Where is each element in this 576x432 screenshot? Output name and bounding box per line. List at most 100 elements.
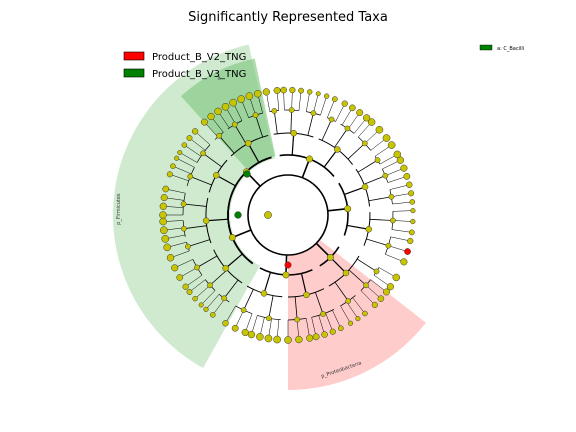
tree-branch [291, 90, 293, 111]
tree-branch [291, 133, 295, 156]
taxon-node [361, 183, 369, 191]
tree-branch [247, 142, 260, 163]
taxon-node [200, 150, 206, 157]
taxon-node [191, 128, 199, 135]
taxon-node [160, 226, 168, 235]
taxon-node [177, 149, 183, 156]
legend-label-v3: Product_B_V3_TNG [152, 69, 246, 80]
taxon-node [408, 190, 415, 197]
tree-branch [255, 115, 264, 138]
taxon-node [306, 155, 313, 163]
taxon-node [162, 185, 170, 193]
taxon-node [382, 134, 391, 142]
taxon-node [221, 295, 227, 302]
taxon-node [410, 208, 416, 214]
taxon-node [315, 91, 321, 97]
taxon-node [185, 243, 191, 250]
taxon-node [159, 202, 167, 210]
tree-branch [332, 310, 342, 329]
taxon-node [326, 253, 334, 261]
taxon-node [312, 333, 320, 341]
taxon-node [181, 142, 188, 148]
taxon-node [231, 324, 239, 332]
legend: Product_B_V2_TNG Product_B_V3_TNG [123, 51, 246, 80]
tree-branch [206, 218, 229, 222]
taxon-node [345, 298, 352, 304]
taxon-node [159, 217, 167, 226]
taxon-node [298, 87, 304, 94]
taxon-node [202, 217, 210, 224]
taxon-node [229, 98, 238, 107]
taxon-node [361, 140, 368, 147]
taxon-node [386, 283, 394, 291]
taxon-node [400, 258, 408, 266]
tree-branch [392, 210, 413, 212]
taxon-node [320, 311, 326, 317]
tree-branch [189, 279, 206, 293]
taxon-node [266, 315, 272, 322]
tree-branch [294, 296, 298, 320]
tree-branch [194, 285, 211, 299]
taxon-node [280, 86, 287, 94]
taxon-node [377, 295, 385, 302]
tree-branch [346, 301, 359, 319]
tree-branch [313, 93, 319, 114]
taxon-node [231, 121, 238, 128]
taxon-node [303, 291, 310, 299]
tree-branch [325, 312, 334, 332]
taxon-node [207, 282, 213, 289]
taxon-node [407, 237, 414, 245]
taxon-node [186, 135, 193, 142]
tree-branch [360, 290, 376, 306]
tree-branch [179, 152, 198, 163]
clade-legend-label: a: C_Bacilli [497, 46, 524, 52]
taxon-node [161, 235, 170, 243]
taxon-node [373, 268, 380, 275]
taxon-node [342, 269, 350, 277]
taxon-node [198, 302, 204, 308]
taxon-node [163, 243, 172, 252]
taxon-node [180, 201, 187, 207]
taxon-node [306, 89, 313, 95]
tree-branch [357, 159, 378, 173]
taxon-node [356, 109, 364, 117]
tree-branch [189, 137, 206, 151]
tree-branch [392, 201, 413, 205]
taxon-node [400, 164, 408, 172]
taxon-node [170, 163, 176, 169]
taxon-node [174, 155, 180, 161]
taxon-node [392, 273, 400, 282]
tree-branch [183, 225, 207, 230]
taxon-node [344, 125, 351, 132]
tree-branch [305, 91, 310, 112]
taxon-node [176, 274, 184, 281]
tree-branch [340, 305, 351, 324]
taxon-node [237, 95, 246, 103]
tree-branch [273, 110, 278, 134]
proteobacteria-band [288, 239, 426, 390]
tree-branch [205, 294, 220, 310]
taxon-node [341, 100, 348, 107]
taxon-node [194, 264, 200, 271]
tree-branch [200, 290, 216, 306]
tree-branch [330, 257, 347, 274]
taxon-node [385, 242, 392, 249]
tree-branch [356, 258, 377, 272]
taxon-node [252, 112, 259, 118]
taxon-node [331, 96, 338, 102]
taxon-node [241, 328, 249, 337]
tree-branch [225, 305, 236, 324]
tree-branch [390, 236, 411, 242]
taxon-node [264, 334, 273, 343]
taxon-node [262, 88, 270, 96]
taxon-node [334, 146, 341, 153]
taxon-node [396, 156, 405, 164]
taxon-node [363, 282, 369, 289]
tree-branch [363, 175, 386, 185]
legend-swatch-v2 [123, 51, 145, 61]
taxon-node [284, 261, 292, 269]
taxon-node [207, 112, 215, 121]
tree-branch [184, 144, 202, 157]
taxon-node [200, 118, 208, 126]
